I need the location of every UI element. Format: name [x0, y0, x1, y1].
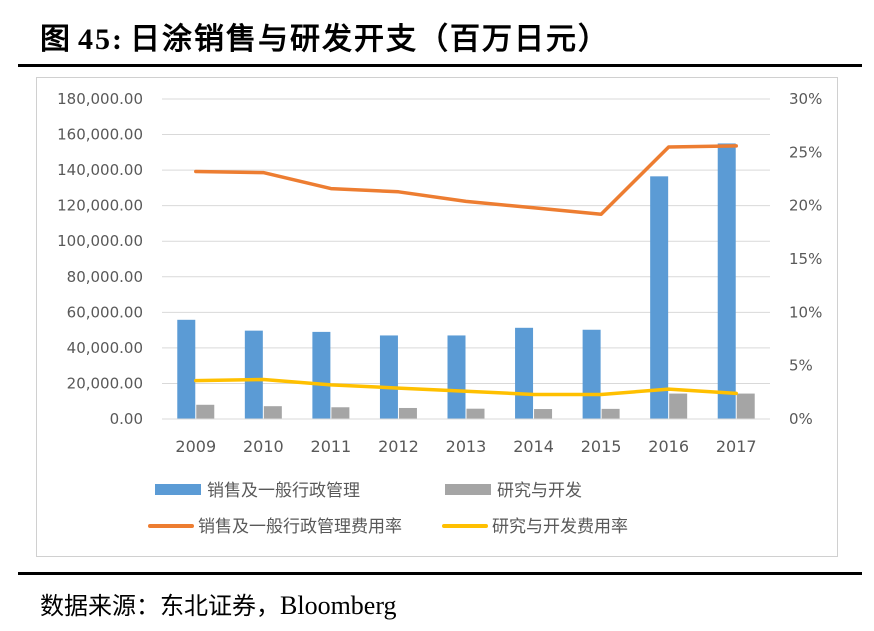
bar-rd: [669, 393, 688, 419]
bar-sga: [447, 335, 466, 419]
legend-label: 销售及一般行政管理: [207, 481, 360, 501]
bar-rd: [601, 408, 620, 419]
bar-sga: [515, 327, 534, 419]
x-tick-label: 2010: [243, 437, 284, 456]
bar-sga: [244, 330, 263, 419]
bar-sga: [312, 331, 331, 419]
bar-sga: [379, 335, 398, 419]
legend-swatch: [445, 484, 491, 495]
legend-label: 研究与开发: [497, 481, 582, 501]
y-left-tick-label: 80,000.00: [67, 268, 143, 286]
bar-rd: [263, 406, 282, 419]
legend-label: 销售及一般行政管理费用率: [198, 517, 402, 537]
source-note: 数据来源：东北证券，Bloomberg: [40, 586, 397, 621]
x-tick-label: 2012: [378, 437, 419, 456]
y-left-tick-label: 160,000.00: [57, 126, 143, 144]
chart-frame: [36, 77, 838, 557]
y-left-tick-label: 20,000.00: [67, 374, 143, 392]
figure-label: 图: [40, 22, 72, 57]
y-right-tick-label: 20%: [789, 197, 822, 215]
bar-sga: [650, 176, 669, 419]
bar-sga: [582, 329, 601, 419]
bar-rd: [534, 409, 553, 419]
x-tick-label: 2013: [446, 437, 487, 456]
line-rd-ratio: [194, 377, 738, 397]
bar-rd: [331, 407, 350, 419]
y-right-tick-label: 5%: [789, 357, 813, 375]
x-tick-label: 2017: [716, 437, 757, 456]
source-latin: Bloomberg: [280, 591, 397, 620]
y-right-tick-label: 0%: [789, 410, 813, 428]
line-sga-ratio: [194, 144, 738, 216]
bar-rd: [466, 408, 485, 419]
y-right-tick-label: 10%: [789, 303, 822, 321]
figure-title-text: 日涂销售与研发开支（百万日元）: [130, 22, 610, 57]
bar-rd: [736, 393, 755, 419]
y-right-tick-label: 25%: [789, 143, 822, 161]
y-left-tick-label: 120,000.00: [57, 197, 143, 215]
bar-sga: [717, 143, 736, 419]
x-tick-label: 2011: [311, 437, 352, 456]
legend-swatch: [155, 484, 201, 495]
y-right-tick-label: 15%: [789, 250, 822, 268]
bar-rd: [196, 404, 215, 419]
y-left-tick-label: 180,000.00: [57, 90, 143, 108]
legend-label: 研究与开发费用率: [492, 517, 628, 537]
y-left-tick-label: 60,000.00: [67, 303, 143, 321]
figure-number: 45:: [78, 23, 124, 56]
bar-sga: [177, 319, 196, 419]
y-right-tick-label: 30%: [789, 90, 822, 108]
x-tick-label: 2009: [175, 437, 216, 456]
y-left-tick-label: 0.00: [110, 410, 143, 428]
bottom-rule: [18, 572, 862, 575]
x-tick-label: 2015: [581, 437, 622, 456]
x-tick-label: 2016: [648, 437, 689, 456]
y-left-tick-label: 140,000.00: [57, 161, 143, 179]
figure-title: 图 45: 日涂销售与研发开支（百万日元）: [40, 14, 610, 58]
y-left-tick-label: 40,000.00: [67, 339, 143, 357]
y-left-tick-label: 100,000.00: [57, 232, 143, 250]
source-prefix: 数据来源：东北证券，: [40, 592, 280, 620]
bar-rd: [398, 407, 417, 419]
top-rule: [18, 64, 862, 67]
x-tick-label: 2014: [513, 437, 554, 456]
